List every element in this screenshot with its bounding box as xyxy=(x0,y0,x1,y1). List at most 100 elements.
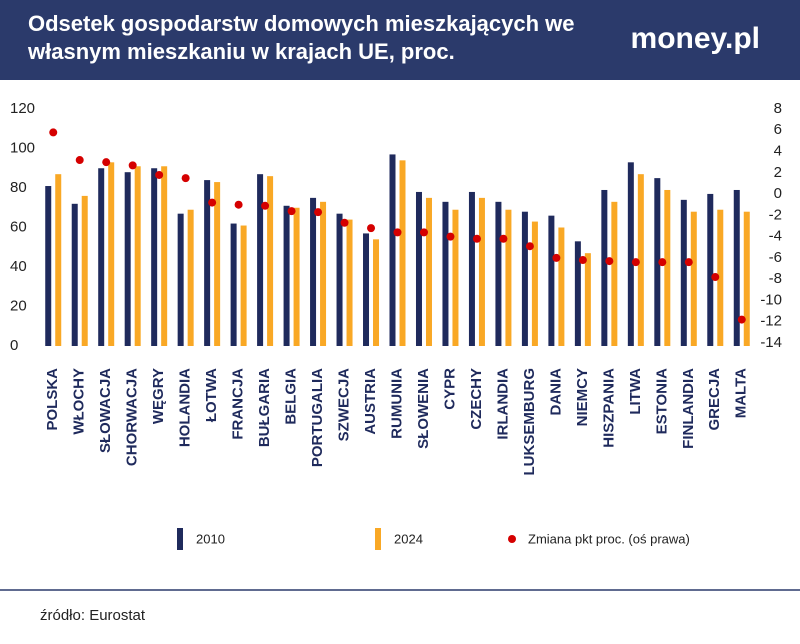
dot xyxy=(208,198,217,207)
dot xyxy=(658,258,667,267)
y2-tick-label: -10 xyxy=(760,291,782,308)
bar xyxy=(389,154,396,346)
bar xyxy=(124,172,131,346)
source: źródło: Eurostat xyxy=(40,607,146,624)
x-tick-label: PORTUGALIA xyxy=(309,368,326,467)
dot xyxy=(340,218,349,227)
x-tick-label: FRANCJA xyxy=(230,368,247,440)
header: Odsetek gospodarstw domowych mieszkający… xyxy=(0,0,800,80)
bar xyxy=(373,239,380,346)
bar xyxy=(320,201,327,346)
bar xyxy=(425,197,432,346)
x-tick-label: BELGIA xyxy=(283,368,300,425)
bar xyxy=(293,207,300,346)
bar xyxy=(468,191,475,346)
x-tick-label: HOLANDIA xyxy=(177,368,194,447)
bar xyxy=(558,227,565,346)
bar xyxy=(108,162,115,346)
bar xyxy=(717,209,724,346)
bar xyxy=(452,209,459,346)
dot xyxy=(446,232,455,241)
bar xyxy=(71,203,78,346)
bar xyxy=(363,233,370,346)
dot xyxy=(578,256,587,265)
x-tick-label: CHORWACJA xyxy=(124,368,141,466)
dot xyxy=(711,273,720,282)
bar xyxy=(531,221,538,346)
dot xyxy=(102,158,111,167)
dot xyxy=(419,228,428,237)
dot xyxy=(684,258,693,267)
x-tick-label: CZECHY xyxy=(468,368,485,430)
bar xyxy=(548,215,555,346)
bar xyxy=(733,189,740,346)
bar xyxy=(399,160,406,346)
x-tick-label: SŁOWENIA xyxy=(415,368,432,449)
logo: money.pl xyxy=(630,22,760,55)
legend-marker xyxy=(177,528,183,550)
y2-tick-label: -2 xyxy=(769,206,782,223)
dot xyxy=(525,242,534,251)
dot xyxy=(605,257,614,266)
bar xyxy=(177,213,184,346)
x-tick-label: WĘGRY xyxy=(150,368,167,424)
bar xyxy=(505,209,512,346)
bar xyxy=(45,186,52,346)
y2-tick-label: -14 xyxy=(760,334,782,351)
x-tick-label: DANIA xyxy=(547,368,564,416)
bar xyxy=(601,189,608,346)
x-tick-label: ŁOTWA xyxy=(203,368,220,422)
x-tick-label: WŁOCHY xyxy=(71,368,88,435)
dot xyxy=(181,174,190,183)
bar xyxy=(495,201,502,346)
bar xyxy=(214,182,221,346)
legend-label: 2010 xyxy=(196,531,225,546)
y2-tick-label: 6 xyxy=(774,121,782,138)
y-tick-label: 60 xyxy=(10,218,27,235)
bar xyxy=(134,166,141,346)
dot xyxy=(75,156,84,165)
bar xyxy=(230,223,237,346)
y2-tick-label: 4 xyxy=(774,143,782,160)
bar xyxy=(257,174,264,346)
dot xyxy=(287,207,296,216)
bar xyxy=(690,211,697,346)
legend-label: Zmiana pkt proc. (oś prawa) xyxy=(528,531,690,546)
x-tick-label: RUMUNIA xyxy=(388,368,405,439)
bar xyxy=(442,201,449,346)
x-tick-label: LUKSEMBURG xyxy=(521,368,538,476)
bar xyxy=(240,225,247,346)
dot xyxy=(367,224,376,233)
x-tick-label: GRECJA xyxy=(706,368,723,431)
bar xyxy=(415,191,422,346)
x-tick-label: NIEMCY xyxy=(574,368,591,426)
y2-tick-label: 2 xyxy=(774,164,782,181)
bar xyxy=(574,241,581,346)
bar xyxy=(627,162,634,346)
bar xyxy=(654,178,661,346)
x-tick-label: LITWA xyxy=(627,368,644,415)
x-tick-label: SŁOWACJA xyxy=(97,368,114,453)
x-tick-label: CYPR xyxy=(441,368,458,410)
bar xyxy=(346,219,353,346)
dot xyxy=(472,234,481,243)
dot xyxy=(128,161,137,170)
y2-tick-label: 8 xyxy=(774,100,782,117)
bar xyxy=(151,168,158,346)
x-tick-label: POLSKA xyxy=(44,368,61,431)
x-tick-label: MALTA xyxy=(733,368,750,418)
y2-tick-label: 0 xyxy=(774,185,782,202)
bar xyxy=(283,205,290,346)
dot xyxy=(393,228,402,237)
dot xyxy=(155,170,164,179)
bar xyxy=(310,197,317,346)
bar xyxy=(664,189,671,346)
bar xyxy=(611,201,618,346)
dot xyxy=(631,258,640,267)
bar xyxy=(743,211,750,346)
bar xyxy=(584,253,591,346)
x-tick-label: FINLANDIA xyxy=(680,368,697,449)
legend-marker xyxy=(375,528,381,550)
